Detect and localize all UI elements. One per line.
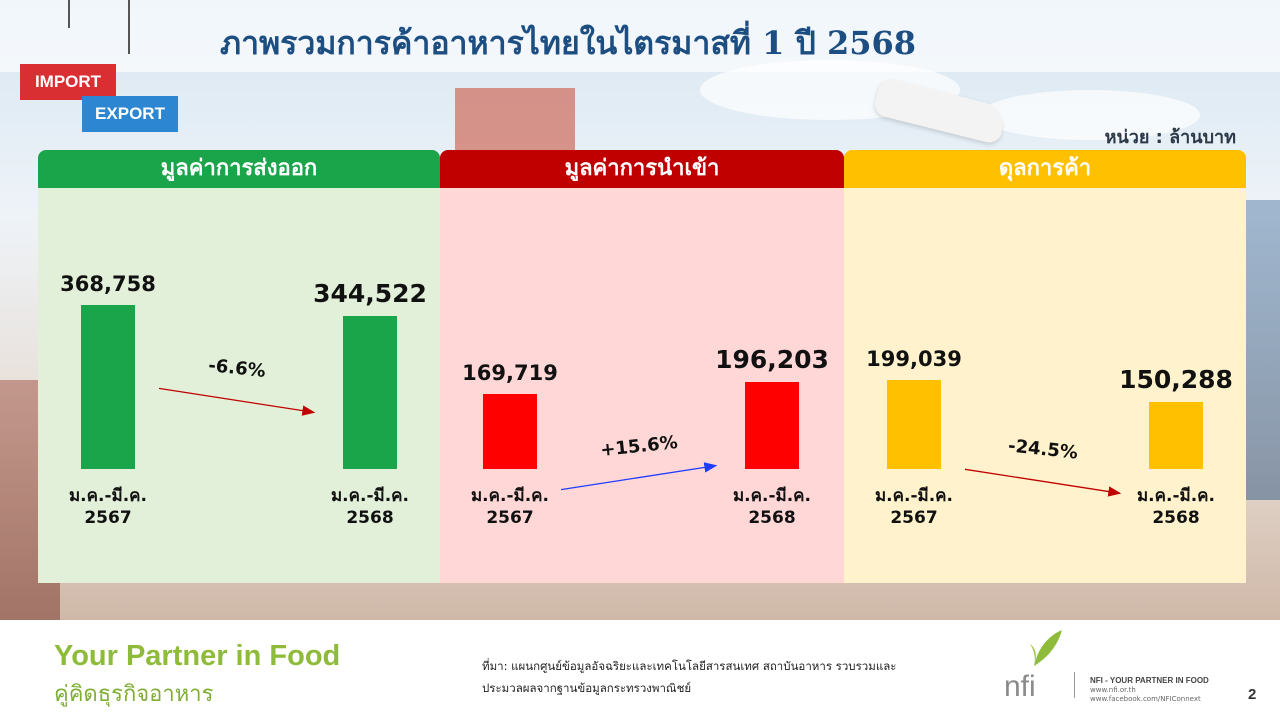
crane-hook-icon xyxy=(128,0,130,54)
unit-label: หน่วย : ล้านบาท xyxy=(1104,127,1236,148)
bar-2568 xyxy=(343,315,397,469)
logo-links: www.nfi.or.th www.facebook.com/NFIConnex… xyxy=(1090,686,1240,704)
period-label-2567: ม.ค.-มี.ค. 2567 xyxy=(68,486,148,528)
value-label-2568: 344,522 xyxy=(313,278,427,308)
change-arrow-icon xyxy=(560,462,718,491)
slogan-thai: คู่คิดธุรกิจอาหาร xyxy=(54,682,214,707)
page-number: 2 xyxy=(1248,686,1257,703)
change-arrow-icon xyxy=(964,468,1122,497)
page-title: ภาพรวมการค้าอาหารไทยในไตรมาสที่ 1 ปี 256… xyxy=(220,24,916,62)
bar-2567 xyxy=(887,380,941,469)
period-label-2568: ม.ค.-มี.ค. 2568 xyxy=(1136,486,1216,528)
period-label-2568: ม.ค.-มี.ค. 2568 xyxy=(330,486,410,528)
panel-header: มูลค่าการส่งออก xyxy=(38,150,440,188)
change-arrow-icon xyxy=(158,387,316,416)
title-bar xyxy=(0,0,1280,72)
footer xyxy=(0,620,1280,720)
value-label-2567: 169,719 xyxy=(462,360,558,385)
logo-tagline: NFI - YOUR PARTNER IN FOOD xyxy=(1090,676,1209,685)
slogan-english: Your Partner in Food xyxy=(54,640,341,672)
change-arrow-line xyxy=(964,468,1122,497)
change-arrow-line xyxy=(158,387,316,416)
value-label-2567: 199,039 xyxy=(866,347,962,372)
crane-hook-icon xyxy=(68,0,70,28)
panel-body: 199,039 150,288 -24.5% ม.ค.-มี.ค. 2567 ม.… xyxy=(844,188,1246,583)
bar-2567 xyxy=(81,305,135,469)
panel-header: มูลค่าการนำเข้า xyxy=(440,150,844,188)
bar-2567 xyxy=(483,393,537,469)
value-label-2568: 196,203 xyxy=(715,344,829,374)
containers-graphic xyxy=(1240,200,1280,500)
export-value-panel: มูลค่าการส่งออก 368,758 344,522 -6.6% ม.… xyxy=(38,150,440,583)
cloud xyxy=(980,90,1200,140)
bar-2568 xyxy=(1149,402,1203,469)
panel-body: 368,758 344,522 -6.6% ม.ค.-มี.ค. 2567 ม.ค… xyxy=(38,188,440,583)
period-label-2567: ม.ค.-มี.ค. 2567 xyxy=(470,486,550,528)
logo-divider xyxy=(1074,672,1075,698)
panel-body: 169,719 196,203 +15.6% ม.ค.-มี.ค. 2567 ม.… xyxy=(440,188,844,583)
value-label-2567: 368,758 xyxy=(60,272,156,296)
period-label-2567: ม.ค.-มี.ค. 2567 xyxy=(874,486,954,528)
source-line: ที่มา: แผนกศูนย์ข้อมูลอัจฉริยะและเทคโนโล… xyxy=(482,659,897,673)
leaf-logo-icon xyxy=(1030,630,1062,666)
website-link: www.nfi.or.th xyxy=(1090,686,1136,694)
period-label-2568: ม.ค.-มี.ค. 2568 xyxy=(732,486,812,528)
value-label-2568: 150,288 xyxy=(1119,365,1233,395)
bar-2568 xyxy=(745,381,799,469)
source-note: ที่มา: แผนกศูนย์ข้อมูลอัจฉริยะและเทคโนโล… xyxy=(482,655,952,699)
panel-header: ดุลการค้า xyxy=(844,150,1246,188)
facebook-link: www.facebook.com/NFIConnext xyxy=(1090,695,1201,703)
source-line: ประมวลผลจากฐานข้อมูลกระทรวงพาณิชย์ xyxy=(482,681,692,695)
import-value-panel: มูลค่าการนำเข้า 169,719 196,203 +15.6% ม… xyxy=(440,150,844,583)
nfi-logo: nfi xyxy=(1004,670,1036,703)
change-arrow-line xyxy=(560,462,718,491)
export-tag: EXPORT xyxy=(82,96,178,132)
trade-balance-panel: ดุลการค้า 199,039 150,288 -24.5% ม.ค.-มี… xyxy=(844,150,1246,583)
import-tag: IMPORT xyxy=(20,64,116,100)
crane-graphic xyxy=(455,88,575,160)
